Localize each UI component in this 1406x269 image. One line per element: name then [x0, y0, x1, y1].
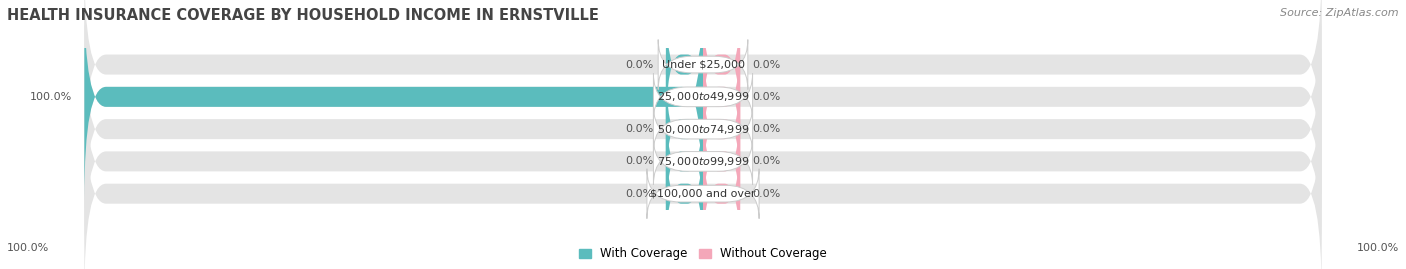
FancyBboxPatch shape	[703, 0, 740, 135]
Text: 100.0%: 100.0%	[30, 92, 72, 102]
Text: 0.0%: 0.0%	[752, 92, 780, 102]
Text: HEALTH INSURANCE COVERAGE BY HOUSEHOLD INCOME IN ERNSTVILLE: HEALTH INSURANCE COVERAGE BY HOUSEHOLD I…	[7, 8, 599, 23]
Text: 0.0%: 0.0%	[626, 59, 654, 70]
Text: $50,000 to $74,999: $50,000 to $74,999	[657, 123, 749, 136]
Text: 0.0%: 0.0%	[752, 59, 780, 70]
FancyBboxPatch shape	[84, 91, 1322, 269]
FancyBboxPatch shape	[84, 0, 1322, 200]
Text: $25,000 to $49,999: $25,000 to $49,999	[657, 90, 749, 103]
Text: 0.0%: 0.0%	[752, 124, 780, 134]
Legend: With Coverage, Without Coverage: With Coverage, Without Coverage	[579, 247, 827, 260]
FancyBboxPatch shape	[666, 0, 703, 135]
FancyBboxPatch shape	[703, 123, 740, 264]
FancyBboxPatch shape	[84, 58, 1322, 264]
Text: Under $25,000: Under $25,000	[661, 59, 745, 70]
Text: 0.0%: 0.0%	[752, 156, 780, 167]
FancyBboxPatch shape	[703, 58, 740, 200]
Text: 100.0%: 100.0%	[1357, 243, 1399, 253]
Text: $75,000 to $99,999: $75,000 to $99,999	[657, 155, 749, 168]
Text: 100.0%: 100.0%	[7, 243, 49, 253]
Text: Source: ZipAtlas.com: Source: ZipAtlas.com	[1281, 8, 1399, 18]
FancyBboxPatch shape	[666, 58, 703, 200]
FancyBboxPatch shape	[666, 91, 703, 232]
FancyBboxPatch shape	[703, 91, 740, 232]
FancyBboxPatch shape	[84, 0, 1322, 168]
Text: $100,000 and over: $100,000 and over	[650, 189, 756, 199]
FancyBboxPatch shape	[84, 0, 703, 200]
Text: 0.0%: 0.0%	[626, 124, 654, 134]
Text: 0.0%: 0.0%	[752, 189, 780, 199]
FancyBboxPatch shape	[666, 123, 703, 264]
Text: 0.0%: 0.0%	[626, 189, 654, 199]
FancyBboxPatch shape	[84, 26, 1322, 232]
Text: 0.0%: 0.0%	[626, 156, 654, 167]
FancyBboxPatch shape	[703, 26, 740, 168]
